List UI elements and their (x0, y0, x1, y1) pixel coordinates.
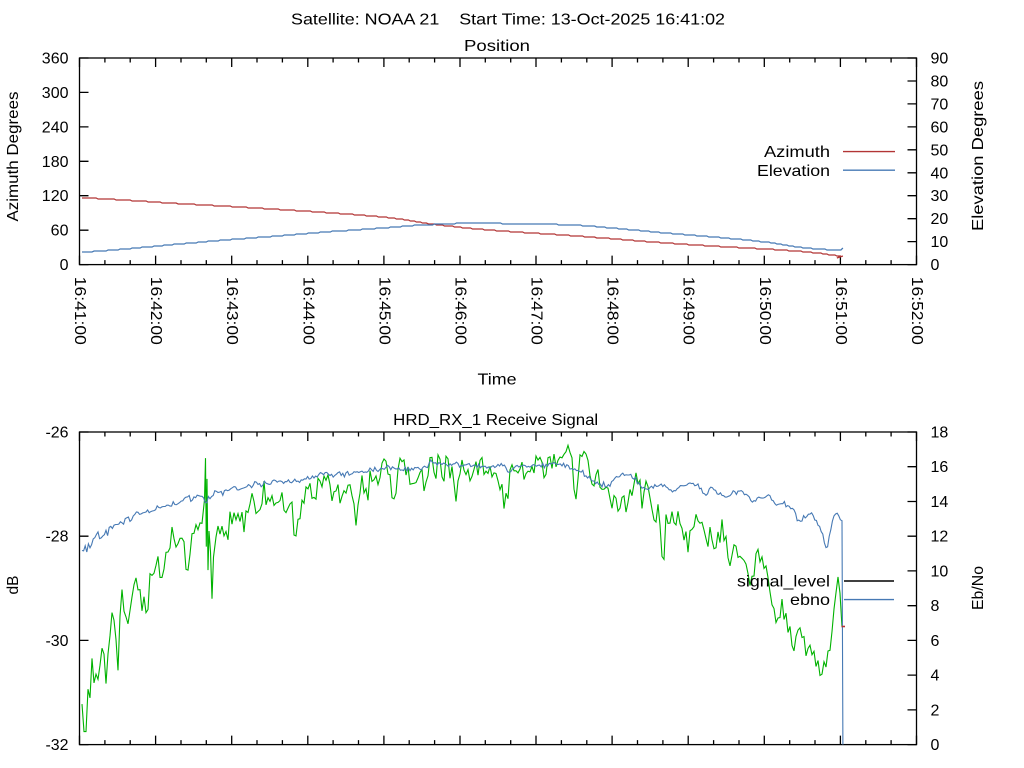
svg-text:80: 80 (931, 74, 949, 91)
svg-text:0: 0 (931, 257, 940, 274)
svg-text:Elevation: Elevation (757, 163, 830, 180)
svg-text:0: 0 (931, 737, 940, 754)
svg-text:signal_level: signal_level (737, 574, 830, 591)
svg-text:16:46:00: 16:46:00 (452, 277, 469, 345)
svg-text:16:42:00: 16:42:00 (147, 277, 164, 345)
svg-text:120: 120 (42, 188, 69, 205)
svg-text:20: 20 (931, 211, 949, 228)
svg-text:4: 4 (931, 668, 940, 685)
svg-text:16:47:00: 16:47:00 (528, 277, 545, 345)
svg-text:Elevation Degrees: Elevation Degrees (970, 81, 987, 231)
svg-text:70: 70 (931, 96, 949, 113)
svg-text:60: 60 (931, 119, 949, 136)
svg-text:16:51:00: 16:51:00 (832, 277, 849, 345)
svg-text:10: 10 (931, 563, 949, 580)
svg-text:-30: -30 (46, 633, 69, 650)
svg-text:Eb/No: Eb/No (970, 566, 987, 610)
svg-text:30: 30 (931, 188, 949, 205)
svg-text:ebno: ebno (790, 592, 830, 609)
svg-text:50: 50 (931, 142, 949, 159)
svg-text:dB: dB (5, 576, 22, 595)
svg-text:90: 90 (931, 51, 949, 68)
svg-text:Time: Time (478, 372, 517, 389)
svg-text:360: 360 (42, 51, 69, 68)
svg-text:16:44:00: 16:44:00 (299, 277, 316, 345)
svg-text:18: 18 (931, 425, 949, 442)
svg-text:16:49:00: 16:49:00 (680, 277, 697, 345)
svg-text:16: 16 (931, 459, 949, 476)
svg-text:Azimuth Degrees: Azimuth Degrees (5, 92, 22, 222)
svg-text:Azimuth: Azimuth (764, 144, 830, 161)
svg-text:16:50:00: 16:50:00 (756, 277, 773, 345)
svg-text:6: 6 (931, 633, 940, 650)
svg-text:12: 12 (931, 529, 949, 546)
svg-text:Position: Position (464, 38, 530, 55)
svg-text:-28: -28 (46, 529, 69, 546)
svg-text:-32: -32 (46, 737, 69, 754)
svg-text:-26: -26 (46, 425, 69, 442)
svg-text:16:43:00: 16:43:00 (223, 277, 240, 345)
svg-text:8: 8 (931, 598, 940, 615)
svg-text:0: 0 (60, 257, 69, 274)
svg-text:180: 180 (42, 154, 69, 171)
svg-text:40: 40 (931, 165, 949, 182)
svg-text:16:52:00: 16:52:00 (908, 277, 925, 345)
svg-text:240: 240 (42, 119, 69, 136)
svg-text:Satellite: NOAA 21 Start Ti: Satellite: NOAA 21 Start Time: 13-Oct-20… (291, 12, 725, 29)
svg-text:HRD_RX_1 Receive Signal: HRD_RX_1 Receive Signal (393, 412, 598, 429)
svg-text:14: 14 (931, 494, 949, 511)
svg-text:16:41:00: 16:41:00 (71, 277, 88, 345)
svg-text:10: 10 (931, 234, 949, 251)
svg-text:60: 60 (51, 223, 69, 240)
svg-text:300: 300 (42, 85, 69, 102)
svg-text:16:48:00: 16:48:00 (604, 277, 621, 345)
svg-text:2: 2 (931, 702, 940, 719)
svg-text:16:45:00: 16:45:00 (375, 277, 392, 345)
